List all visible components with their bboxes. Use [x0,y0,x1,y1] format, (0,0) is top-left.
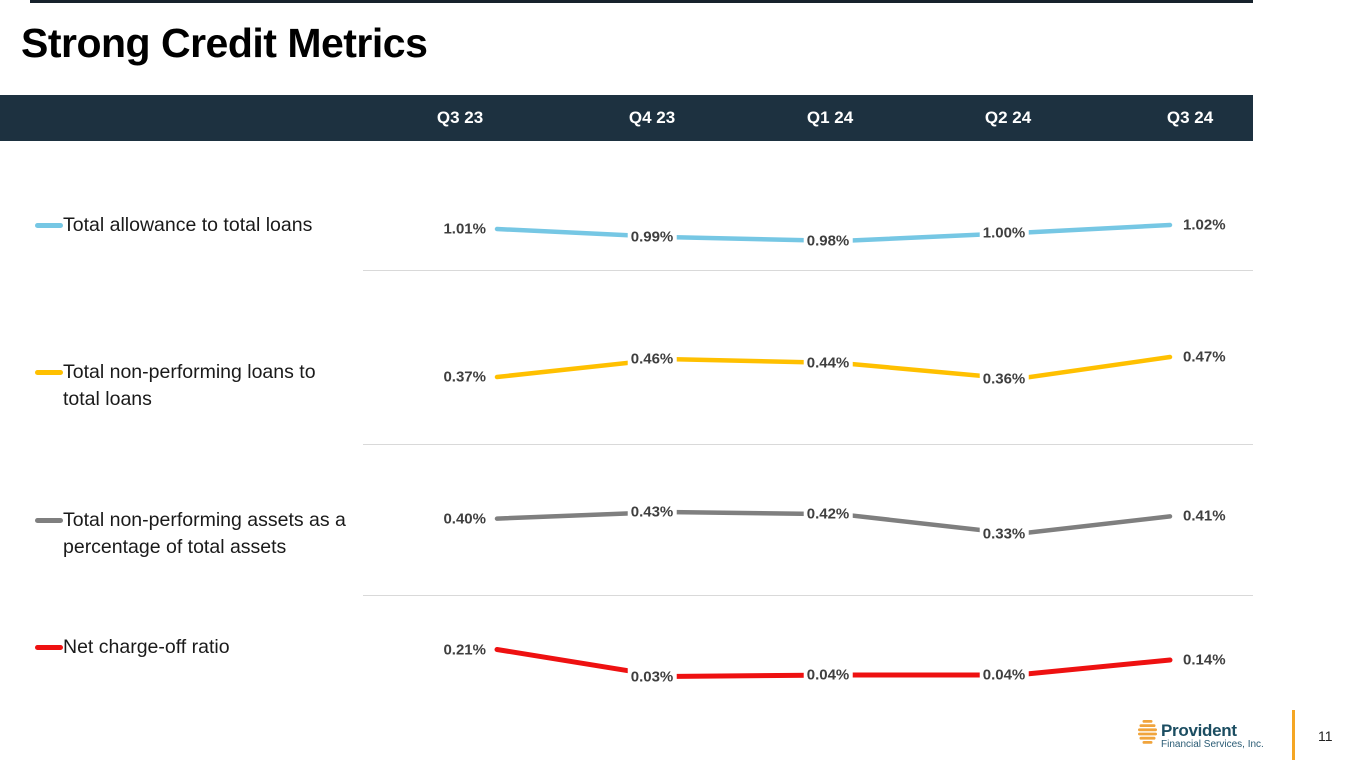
data-label: 0.36% [979,369,1029,389]
legend-label: Total allowance to total loans [63,214,313,236]
quarter-header-q3-24: Q3 24 [1166,108,1214,127]
sparkline-chart: 0.21% 0.03% 0.04% 0.04% 0.14% [375,595,1253,705]
sparkline-svg [494,647,1173,679]
logo-text: Provident Financial Services, Inc. [1161,719,1264,750]
quarter-header-q3-23: Q3 23 [436,108,484,127]
legend-line-swatch [35,223,63,228]
sparkline-chart: 1.01% 0.99% 0.98% 1.00% 1.02% [375,140,1253,270]
data-label: 0.37% [440,367,489,387]
row-separator [363,595,1253,596]
data-label: 1.02% [1180,215,1229,235]
data-label: 0.47% [1180,347,1229,367]
data-label: 0.03% [627,667,677,686]
legend-label: Net charge-off ratio [63,636,230,658]
legend-item: Total allowance to total loans [35,212,347,239]
data-label: 0.21% [440,640,489,659]
provident-logo-icon [1138,720,1157,744]
legend-item: Total non-performing loans to total loan… [35,359,347,413]
quarter-header-q1-24: Q1 24 [806,108,854,127]
data-label: 0.14% [1180,650,1229,670]
legend-item: Net charge-off ratio [35,634,347,661]
data-label: 0.41% [1180,506,1229,526]
data-label: 0.40% [440,509,489,529]
top-accent-line [30,0,1253,3]
slide-title: Strong Credit Metrics [21,20,428,66]
data-label: 0.44% [803,353,853,373]
legend-label: Total non-performing loans to total loan… [63,361,316,410]
data-label: 0.42% [803,504,853,524]
page-number: 11 [1318,728,1333,744]
legend-item: Total non-performing assets as a percent… [35,507,347,561]
data-label: 0.04% [979,665,1029,685]
provident-logo: Provident Financial Services, Inc. [1138,719,1264,750]
metric-row: Total allowance to total loans 1.01% 0.99%… [0,140,1365,270]
sparkline-chart: 0.40% 0.43% 0.42% 0.33% 0.41% [375,444,1253,595]
footer-divider-line [1292,710,1295,760]
metric-row: Total non-performing assets as a percent… [0,444,1365,595]
data-label: 1.00% [979,223,1029,243]
quarter-header-q4-23: Q4 23 [628,108,676,127]
legend-line-swatch [35,370,63,375]
sparkline-chart: 0.37% 0.46% 0.44% 0.36% 0.47% [375,270,1253,444]
header-bar: Q3 23 Q4 23 Q1 24 Q2 24 Q3 24 [0,95,1253,141]
data-label: 0.04% [803,665,853,685]
data-label: 0.33% [979,524,1029,544]
row-separator [363,270,1253,271]
logo-name: Provident [1161,721,1237,740]
data-label: 0.99% [627,227,677,247]
row-separator [363,444,1253,445]
legend-line-swatch [35,518,63,523]
data-label: 0.46% [627,349,677,369]
data-label: 1.01% [440,219,489,239]
data-label: 0.98% [803,231,853,251]
sparkline-svg [494,222,1173,244]
legend-line-swatch [35,645,63,650]
data-label: 0.43% [627,502,677,522]
metric-row: Net charge-off ratio 0.21% 0.03% 0.04% 0.04%… [0,595,1365,705]
legend-label: Total non-performing assets as a percent… [63,509,346,558]
quarter-header-q2-24: Q2 24 [984,108,1032,127]
metric-row: Total non-performing loans to total loan… [0,270,1365,444]
logo-subtext: Financial Services, Inc. [1161,739,1264,750]
